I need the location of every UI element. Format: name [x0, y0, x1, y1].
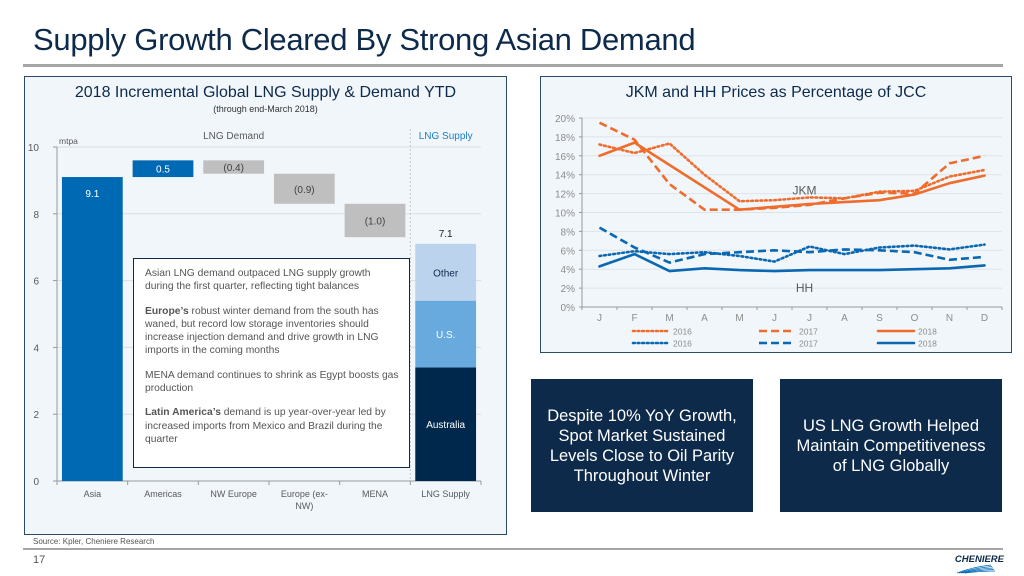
takeaway-box-us-lng: US LNG Growth Helped Maintain Competitiv…	[780, 379, 1002, 512]
supply-stack-segment	[415, 243, 477, 301]
callout-latam-bold: Latin America’s	[145, 407, 221, 419]
title-divider	[23, 64, 1003, 67]
y-tick-label: 4	[33, 343, 39, 354]
x-tick-label: F	[631, 313, 637, 324]
y-tick-label: 2%	[561, 284, 576, 295]
y-tick-label: 2	[33, 410, 39, 421]
callout-mena: MENA demand continues to shrink as Egypt…	[145, 369, 399, 395]
y-tick-label: 20%	[555, 114, 575, 125]
x-tick-label: N	[946, 313, 953, 324]
price-chart-title: JKM and HH Prices as Percentage of JCC	[625, 84, 927, 101]
cheniere-logo: CHENIERE	[955, 554, 1005, 574]
y-tick-label: 16%	[555, 152, 575, 163]
x-category-label: LNG Supply	[421, 489, 470, 499]
takeaway-spot-market-text: Despite 10% YoY Growth, Spot Market Sust…	[547, 406, 737, 485]
price-chart-panel: JKM and HH Prices as Percentage of JCC 0…	[540, 76, 1012, 353]
waterfall-chart-title: 2018 Incremental Global LNG Supply & Dem…	[74, 84, 457, 101]
x-tick-label: A	[701, 313, 708, 324]
x-tick-label: J	[597, 313, 602, 324]
x-category-label: Asia	[84, 489, 102, 499]
x-category-label: MENA	[362, 489, 388, 499]
series-line-hh-2017	[598, 226, 985, 264]
waterfall-bar	[344, 203, 406, 238]
x-category-label: Europe (ex-	[281, 489, 328, 499]
y-tick-label: 14%	[555, 171, 575, 182]
supply-segment-label: U.S.	[436, 330, 455, 341]
x-tick-label: A	[841, 313, 848, 324]
page-number: 17	[33, 554, 46, 566]
logo-wordmark: CHENIERE	[955, 554, 1005, 565]
y-tick-label: 10%	[555, 209, 575, 220]
x-tick-label: M	[665, 313, 673, 324]
y-tick-label: 6	[33, 277, 39, 288]
bar-value-label: (0.9)	[294, 185, 315, 196]
supply-segment-label: Other	[433, 268, 459, 279]
supply-stack-segment	[415, 367, 477, 481]
supply-stack-segment	[415, 300, 477, 368]
section-label-supply: LNG Supply	[419, 131, 473, 142]
callout-europe: Europe’s robust winter demand from the s…	[145, 305, 399, 358]
waterfall-chart-panel: 2018 Incremental Global LNG Supply & Dem…	[24, 76, 507, 535]
legend-label: 2016	[673, 339, 692, 349]
callout-asia: Asian LNG demand outpaced LNG supply gro…	[145, 268, 371, 293]
callout-europe-bold: Europe’s	[145, 305, 189, 317]
x-category-label: Americas	[144, 489, 182, 499]
y-unit-label: mtpa	[59, 136, 78, 146]
waterfall-bar	[61, 177, 123, 481]
y-tick-label: 12%	[555, 190, 575, 201]
waterfall-bar	[273, 173, 335, 204]
y-tick-label: 10	[28, 143, 40, 154]
takeaway-us-lng-text: US LNG Growth Helped Maintain Competitiv…	[796, 416, 986, 475]
waterfall-bar	[203, 160, 265, 174]
y-tick-label: 4%	[561, 265, 576, 276]
series-line-hh-2018	[598, 252, 986, 273]
annotation-jkm: JKM	[793, 184, 817, 198]
x-tick-label: S	[876, 313, 883, 324]
y-tick-label: 8	[33, 210, 39, 221]
y-tick-label: 0%	[561, 303, 576, 314]
annotation-hh: HH	[796, 281, 813, 295]
x-tick-label: J	[807, 313, 812, 324]
bar-value-label: (1.0)	[365, 216, 386, 227]
price-line-chart: 0% 2% 4% 6% 8% 10% 12% 14% 16% 18% 20% J F M A M J J A S O N D…	[555, 114, 1003, 349]
commentary-callout: Asian LNG demand outpaced LNG supply gro…	[133, 258, 410, 468]
logo-wave-icon	[956, 564, 996, 574]
series-line-jkm-2017	[598, 121, 985, 211]
slide-title: Supply Growth Cleared By Strong Asian De…	[33, 22, 696, 57]
waterfall-chart-subtitle: (through end-March 2018)	[213, 104, 318, 114]
legend-label: 2017	[799, 327, 818, 337]
legend-label: 2018	[918, 327, 937, 337]
callout-europe-text: robust winter demand from the south has …	[145, 305, 379, 357]
bar-value-label: 9.1	[85, 189, 99, 200]
bar-value-label: (0.4)	[223, 163, 244, 174]
supply-segment-label: Australia	[426, 420, 465, 431]
waterfall-chart: 0 2 4 6 8 10 mtpa LNG Demand LNG Supply Asia Ameri…	[28, 129, 482, 511]
x-tick-label: M	[735, 313, 743, 324]
callout-latam: Latin America’s demand is up year-over-y…	[145, 406, 399, 446]
takeaway-box-spot-market: Despite 10% YoY Growth, Spot Market Sust…	[531, 379, 753, 512]
x-category-label: NW)	[295, 501, 313, 511]
footer-divider	[23, 548, 1003, 550]
source-note: Source: Kpler, Cheniere Research	[33, 537, 155, 546]
series-line-jkm-2018	[738, 174, 986, 211]
legend-label: 2017	[799, 339, 818, 349]
y-tick-label: 6%	[561, 246, 576, 257]
legend-label: 2018	[918, 339, 937, 349]
legend-label: 2016	[673, 327, 692, 337]
bar-value-label: 0.5	[156, 165, 170, 176]
section-label-demand: LNG Demand	[203, 131, 264, 142]
y-tick-label: 0	[33, 477, 39, 488]
x-tick-label: J	[772, 313, 777, 324]
y-tick-label: 18%	[555, 133, 575, 144]
series-line-hh-2016	[598, 243, 986, 263]
series-line-jkm-2016	[598, 142, 986, 203]
waterfall-bar	[132, 160, 194, 178]
x-tick-label: O	[911, 313, 919, 324]
callout-latam-text: demand is up year-over-year led by incre…	[145, 407, 386, 445]
x-category-label: NW Europe	[210, 489, 257, 499]
x-tick-label: D	[981, 313, 988, 324]
supply-total-label: 7.1	[439, 229, 453, 240]
series-line-jkm-2018	[598, 141, 741, 211]
y-tick-label: 8%	[561, 227, 576, 238]
